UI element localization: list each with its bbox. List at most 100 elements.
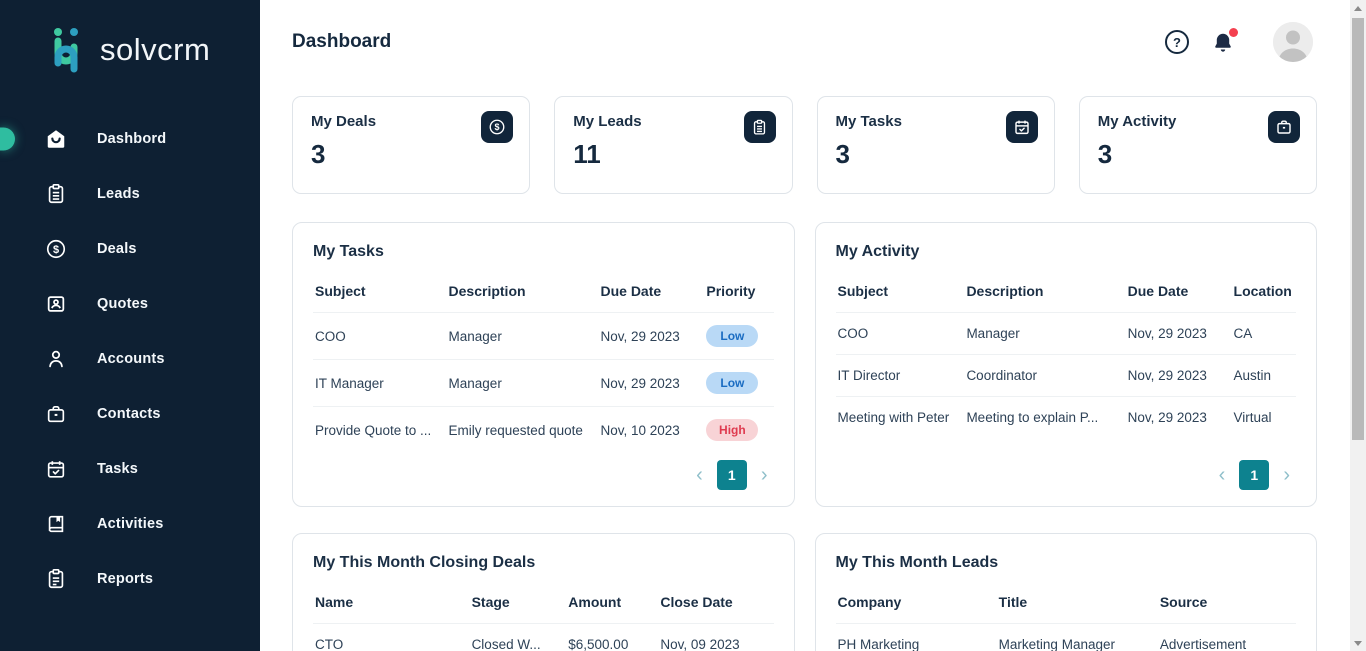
- sidebar-item-leads[interactable]: Leads: [0, 166, 260, 221]
- column-header: Description: [966, 283, 1044, 299]
- page-number-button[interactable]: 1: [1239, 460, 1270, 490]
- page-number-button[interactable]: 1: [716, 460, 747, 490]
- panel-title: My This Month Closing Deals: [313, 554, 536, 571]
- stat-value: 11: [573, 139, 601, 169]
- priority-badge: Low: [706, 325, 759, 347]
- chevron-right-icon[interactable]: ›: [760, 464, 768, 486]
- briefcase-icon: [45, 403, 67, 425]
- scrollbar-thumb[interactable]: [1352, 18, 1364, 440]
- table-row[interactable]: Meeting with Peter Meeting to explain P.…: [835, 396, 1296, 439]
- table-row[interactable]: Provide Quote to ... Emily requested quo…: [313, 406, 774, 453]
- home-icon: [45, 128, 67, 150]
- table-row[interactable]: COO Manager Nov, 29 2023 Low: [313, 312, 774, 360]
- notification-bell-icon[interactable]: [1211, 28, 1238, 55]
- cell-location: Virtual: [1231, 396, 1296, 439]
- sidebar-item-label: Leads: [97, 185, 140, 202]
- month-leads-table: Company Title Source PH Marketing Market…: [835, 578, 1296, 651]
- calendar-badge-icon: [1005, 111, 1038, 143]
- column-header: Amount: [568, 594, 622, 610]
- scroll-down-arrow-icon[interactable]: [1350, 635, 1366, 651]
- clipboard-icon: [45, 183, 67, 205]
- solvcrm-logo-icon: [48, 25, 84, 75]
- sidebar-item-label: Dashbord: [97, 130, 167, 147]
- chevron-left-icon[interactable]: ‹: [1218, 464, 1226, 486]
- stat-card-my-tasks[interactable]: My Tasks 3: [816, 96, 1055, 194]
- scroll-up-arrow-icon[interactable]: [1350, 0, 1366, 16]
- cell-description: Emily requested quote: [446, 406, 599, 453]
- page-title: Dashboard: [292, 31, 392, 52]
- clipboard-badge-icon: [743, 111, 776, 143]
- table-row[interactable]: IT Director Coordinator Nov, 29 2023 Aus…: [835, 354, 1296, 397]
- sidebar-item-quotes[interactable]: Quotes: [0, 276, 260, 331]
- cell-description: Manager: [446, 312, 599, 360]
- cell-subject: COO: [313, 312, 447, 360]
- cell-due-date: Nov, 29 2023: [1125, 312, 1232, 355]
- stat-label: My Leads: [573, 113, 642, 130]
- column-header: Location: [1233, 283, 1292, 299]
- sidebar-item-dashboard[interactable]: Dashbord: [0, 111, 260, 166]
- sidebar-item-tasks[interactable]: Tasks: [0, 441, 260, 496]
- help-icon[interactable]: ?: [1165, 30, 1189, 54]
- sidebar-item-deals[interactable]: $ Deals: [0, 221, 260, 276]
- my-tasks-panel: My Tasks Subject Description Due Date Pr…: [292, 222, 795, 507]
- sidebar-item-contacts[interactable]: Contacts: [0, 386, 260, 441]
- cell-due-date: Nov, 29 2023: [1125, 396, 1232, 439]
- bottom-panels: My This Month Closing Deals Name Stage A…: [292, 533, 1317, 651]
- cell-due-date: Nov, 10 2023: [598, 406, 705, 453]
- avatar[interactable]: [1273, 22, 1313, 62]
- topbar: Dashboard ?: [292, 0, 1317, 62]
- panel-title: My Activity: [835, 243, 920, 260]
- table-row[interactable]: IT Manager Manager Nov, 29 2023 Low: [313, 359, 774, 407]
- id-card-icon: [45, 293, 67, 315]
- dollar-icon: $: [45, 238, 67, 260]
- main-content: Dashboard ?: [260, 0, 1366, 651]
- table-row[interactable]: COO Manager Nov, 29 2023 CA: [835, 312, 1296, 355]
- stat-card-my-activity[interactable]: My Activity 3: [1078, 96, 1317, 194]
- cell-due-date: Nov, 29 2023: [1125, 354, 1232, 397]
- cell-subject: Provide Quote to ...: [313, 406, 447, 453]
- month-leads-panel: My This Month Leads Company Title Source…: [814, 533, 1317, 651]
- cell-description: Meeting to explain P...: [964, 396, 1126, 439]
- chevron-right-icon[interactable]: ›: [1283, 464, 1290, 486]
- cell-description: Manager: [964, 312, 1126, 355]
- chevron-left-icon[interactable]: ‹: [696, 464, 703, 486]
- sidebar-item-activities[interactable]: Activities: [0, 496, 260, 551]
- closing-deals-table: Name Stage Amount Close Date CTO Closed …: [313, 578, 774, 651]
- cell-description: Coordinator: [964, 354, 1126, 397]
- report-icon: [45, 568, 67, 590]
- panel-title: My Tasks: [313, 243, 384, 260]
- cell-location: Austin: [1231, 354, 1296, 397]
- column-header: Due Date: [1127, 283, 1189, 299]
- sidebar-item-label: Reports: [97, 570, 154, 587]
- calendar-check-icon: [45, 458, 67, 480]
- cell-close-date: Nov, 09 2023: [658, 623, 774, 651]
- cell-due-date: Nov, 29 2023: [598, 359, 705, 407]
- cell-amount: $6,500.00: [566, 623, 659, 651]
- column-header: Description: [448, 283, 526, 299]
- priority-badge: High: [706, 419, 759, 441]
- stat-label: My Tasks: [835, 113, 902, 130]
- panel-title: My This Month Leads: [835, 554, 999, 571]
- stat-value: 3: [835, 139, 850, 169]
- stat-card-my-deals[interactable]: My Deals 3 $: [292, 96, 531, 194]
- cell-subject: IT Manager: [313, 359, 447, 407]
- sidebar-item-accounts[interactable]: Accounts: [0, 331, 260, 386]
- sidebar-item-label: Tasks: [97, 460, 139, 477]
- table-row[interactable]: CTO Closed W... $6,500.00 Nov, 09 2023: [313, 623, 774, 651]
- column-header: Company: [837, 594, 902, 610]
- cell-company: PH Marketing: [835, 623, 997, 651]
- stat-card-my-leads[interactable]: My Leads 11: [554, 96, 793, 194]
- vertical-scrollbar[interactable]: [1350, 0, 1366, 651]
- column-header: Stage: [471, 594, 510, 610]
- cell-subject: IT Director: [835, 354, 965, 397]
- sidebar-item-reports[interactable]: Reports: [0, 551, 260, 606]
- cell-name: CTO: [313, 623, 470, 651]
- priority-badge: Low: [706, 372, 759, 394]
- briefcase-badge-icon: [1268, 111, 1300, 143]
- middle-panels: My Tasks Subject Description Due Date Pr…: [292, 222, 1317, 507]
- table-row[interactable]: PH Marketing Marketing Manager Advertise…: [835, 623, 1296, 651]
- svg-text:$: $: [495, 122, 500, 132]
- column-header: Name: [315, 594, 354, 610]
- cell-location: CA: [1231, 312, 1296, 355]
- cell-due-date: Nov, 29 2023: [598, 312, 705, 360]
